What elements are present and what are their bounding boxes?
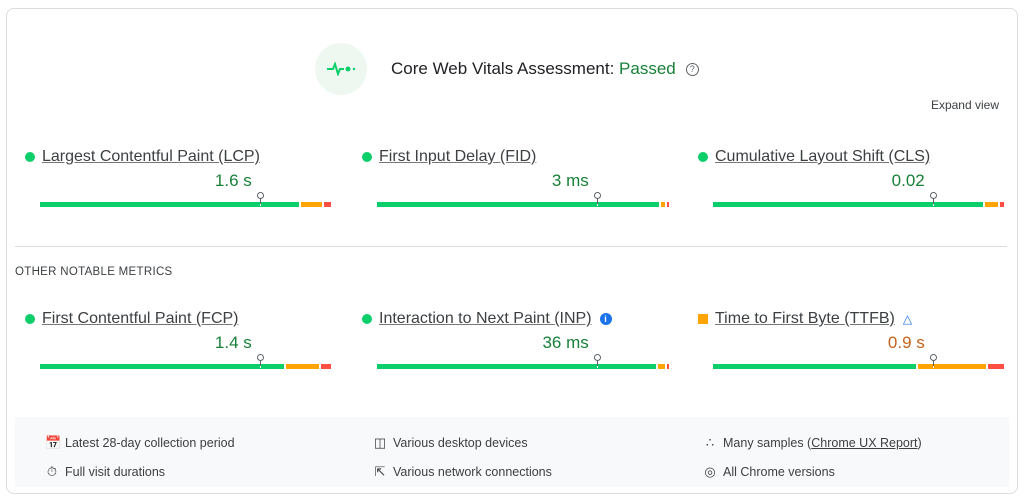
question-circle-icon[interactable]: ?: [685, 62, 699, 76]
metric-name-link[interactable]: First Input Delay (FID): [379, 148, 537, 165]
metric-name-link[interactable]: Cumulative Layout Shift (CLS): [715, 148, 931, 165]
p75-marker-icon: [929, 192, 937, 206]
timer-icon: ⏱: [46, 464, 58, 479]
good-segment: [377, 202, 660, 207]
info-icon[interactable]: i: [599, 313, 612, 325]
good-segment: [713, 202, 984, 207]
rating-indicator-icon: [25, 314, 35, 324]
assessment-status: Passed: [619, 59, 676, 78]
poor-segment: [667, 202, 670, 207]
metric-value: 1.4 s: [214, 333, 252, 352]
good-segment: [377, 364, 657, 369]
needs-improvement-segment: [286, 364, 320, 369]
metric-lcp: Largest Contentful Paint (LCP) 1.6 s: [25, 148, 335, 207]
metric-value: 0.02: [891, 171, 925, 190]
poor-segment: [988, 364, 1004, 369]
footer-text: Many samples (: [723, 436, 812, 450]
flask-icon[interactable]: △: [902, 312, 913, 326]
good-segment: [40, 202, 299, 207]
footer-item: ◫ Various desktop devices: [373, 435, 528, 451]
chrome-icon: ◎: [704, 464, 716, 479]
metric-value: 3 ms: [551, 171, 589, 190]
footer-item: ⇱ Various network connections: [373, 464, 552, 480]
p75-marker-icon: [256, 354, 264, 368]
poor-segment: [667, 364, 670, 369]
metric-value: 0.9 s: [887, 333, 925, 352]
poor-segment: [324, 202, 331, 207]
distribution-bar: [40, 354, 333, 369]
data-source-footer: 📅 Latest 28-day collection period ◫ Various…: [15, 417, 1009, 487]
needs-improvement-segment: [985, 202, 999, 207]
footer-text: Various desktop devices: [393, 436, 528, 450]
calendar-icon: 📅: [45, 435, 62, 450]
needs-improvement-segment: [918, 364, 987, 369]
metric-fcp: First Contentful Paint (FCP) 1.4 s: [25, 310, 335, 369]
distribution-bar: [40, 192, 333, 207]
assessment-title: Core Web Vitals Assessment: Passed: [391, 59, 676, 78]
footer-item: ⏱ Full visit durations: [45, 464, 165, 480]
footer-item: ∴ Many samples (Chrome UX Report): [703, 435, 922, 451]
core-web-vitals-card: Core Web Vitals Assessment: Passed ? Exp…: [6, 8, 1018, 494]
footer-text: Full visit durations: [65, 465, 166, 479]
footer-item: ◎ All Chrome versions: [703, 464, 835, 480]
section-label: OTHER NOTABLE METRICS: [15, 266, 173, 278]
p75-marker-icon: [593, 354, 601, 368]
pulse-icon: [315, 43, 367, 95]
p75-marker-icon: [929, 354, 937, 368]
needs-improvement-segment: [300, 202, 323, 207]
footer-text: Latest 28-day collection period: [65, 436, 235, 450]
metric-name-link[interactable]: First Contentful Paint (FCP): [42, 310, 239, 327]
distribution-bar: [377, 354, 670, 369]
needs-improvement-segment: [661, 202, 666, 207]
footer-text: All Chrome versions: [723, 465, 835, 479]
rating-indicator-icon: [362, 314, 372, 324]
samples-icon: ∴: [705, 435, 715, 450]
good-segment: [40, 364, 285, 369]
metric-ttfb: Time to First Byte (TTFB) △ 0.9 s: [698, 310, 1008, 369]
distribution-bar: [713, 354, 1006, 369]
footer-text: Various network connections: [393, 465, 552, 479]
distribution-bar: [713, 192, 1006, 207]
network-icon: ⇱: [374, 464, 386, 479]
p75-marker-icon: [256, 192, 264, 206]
metric-name-link[interactable]: Interaction to Next Paint (INP): [379, 310, 592, 327]
metric-name-link[interactable]: Time to First Byte (TTFB): [715, 310, 895, 327]
chrome-ux-report-link[interactable]: Chrome UX Report: [811, 436, 918, 450]
rating-indicator-icon: [362, 152, 372, 162]
assessment-header: Core Web Vitals Assessment: Passed ?: [315, 43, 699, 95]
metric-cls: Cumulative Layout Shift (CLS) 0.02: [698, 148, 1008, 207]
metric-value: 1.6 s: [214, 171, 252, 190]
good-segment: [713, 364, 917, 369]
metric-fid: First Input Delay (FID) 3 ms: [362, 148, 672, 207]
rating-indicator-icon: [25, 152, 35, 162]
p75-marker-icon: [593, 192, 601, 206]
poor-segment: [321, 364, 331, 369]
metric-inp: Interaction to Next Paint (INP) i 36 ms: [362, 310, 672, 369]
expand-view-button[interactable]: Expand view: [930, 98, 999, 112]
divider: [15, 246, 1007, 247]
distribution-bar: [377, 192, 670, 207]
rating-indicator-icon: [698, 152, 708, 162]
poor-segment: [1000, 202, 1004, 207]
devices-icon: ◫: [373, 435, 387, 450]
needs-improvement-segment: [658, 364, 666, 369]
footer-item: 📅 Latest 28-day collection period: [45, 435, 235, 451]
rating-indicator-icon: [698, 314, 708, 324]
footer-text-after: ): [917, 436, 922, 450]
metric-name-link[interactable]: Largest Contentful Paint (LCP): [42, 148, 260, 165]
metric-value: 36 ms: [542, 333, 589, 352]
